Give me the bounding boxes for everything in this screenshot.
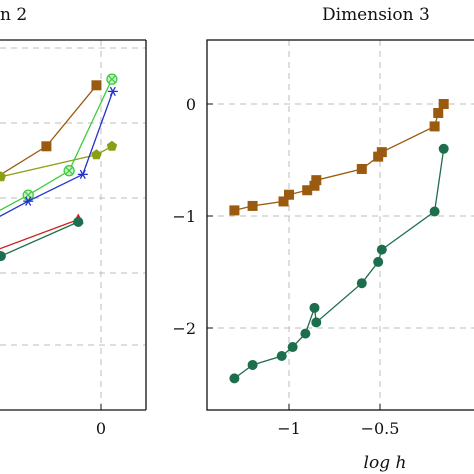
data-series [229, 99, 449, 216]
panel-2-plot-area [229, 99, 449, 384]
panel-2-x-tick-label: −1 [277, 419, 301, 438]
data-series [0, 213, 84, 254]
panel-1-title: n 2 [0, 5, 27, 25]
panel-2-y-tick-label: −2 [172, 319, 196, 338]
data-point [41, 141, 52, 152]
series-line [0, 84, 98, 176]
data-series [0, 73, 118, 211]
data-point [302, 185, 313, 196]
data-point-arm [109, 86, 116, 97]
panel-dimension-3: Dimension 3 −1 −0.5 0 −1 −2 log h [172, 5, 474, 473]
data-point [438, 143, 449, 154]
data-point [77, 169, 88, 180]
data-series [229, 143, 449, 384]
data-point [284, 189, 294, 200]
data-point [91, 149, 102, 160]
data-point [22, 189, 34, 201]
data-point [247, 359, 258, 370]
data-point [73, 216, 84, 227]
data-series [0, 140, 118, 182]
series-line [0, 91, 114, 218]
panel-1-plot-area [0, 73, 118, 262]
series-line [234, 103, 445, 212]
data-point [63, 165, 75, 177]
data-point [376, 147, 387, 158]
panel-2-y-tick-label: 0 [186, 95, 196, 114]
data-point [311, 175, 322, 186]
data-point [229, 373, 240, 384]
panel-2-x-tick-label: −0.5 [361, 419, 400, 438]
data-point [278, 196, 289, 207]
panel-1-grid [0, 40, 146, 410]
data-point [309, 302, 320, 313]
data-point [0, 251, 6, 262]
data-point [287, 342, 298, 353]
data-point-arm [25, 196, 32, 206]
data-point [356, 278, 367, 289]
panel-2-grid [207, 40, 474, 410]
data-point [373, 256, 384, 267]
data-point [229, 205, 240, 216]
panel-1-x-tick-label: 0 [96, 419, 106, 438]
series-line [0, 78, 113, 211]
data-point [429, 121, 440, 132]
panel-2-title: Dimension 3 [322, 5, 430, 25]
series-line [0, 221, 79, 258]
data-point [376, 244, 387, 255]
data-point-arm [79, 169, 86, 180]
data-point-cross [65, 166, 74, 175]
data-point [276, 351, 287, 361]
series-line [234, 148, 445, 379]
data-point [300, 328, 311, 339]
data-point [429, 206, 440, 217]
data-point [311, 317, 322, 328]
data-point [23, 196, 34, 206]
data-point [433, 107, 444, 118]
data-point [0, 171, 7, 182]
panel-dimension-2: n 2 0 [0, 5, 147, 438]
panel-2-axis-frame [206, 39, 474, 411]
data-point [356, 163, 367, 174]
data-series [0, 216, 84, 262]
data-point [106, 73, 118, 85]
data-point [309, 180, 320, 191]
data-point [107, 86, 118, 97]
data-point [438, 99, 449, 109]
data-series [0, 80, 102, 176]
data-point [106, 140, 118, 151]
series-line [0, 218, 79, 250]
data-point [247, 200, 258, 211]
panel-2-y-tick-label: −1 [172, 207, 196, 226]
panel-2-x-axis-label: log h [364, 453, 407, 473]
data-point [91, 80, 102, 91]
data-series [0, 86, 118, 218]
data-point-cross [107, 75, 116, 84]
